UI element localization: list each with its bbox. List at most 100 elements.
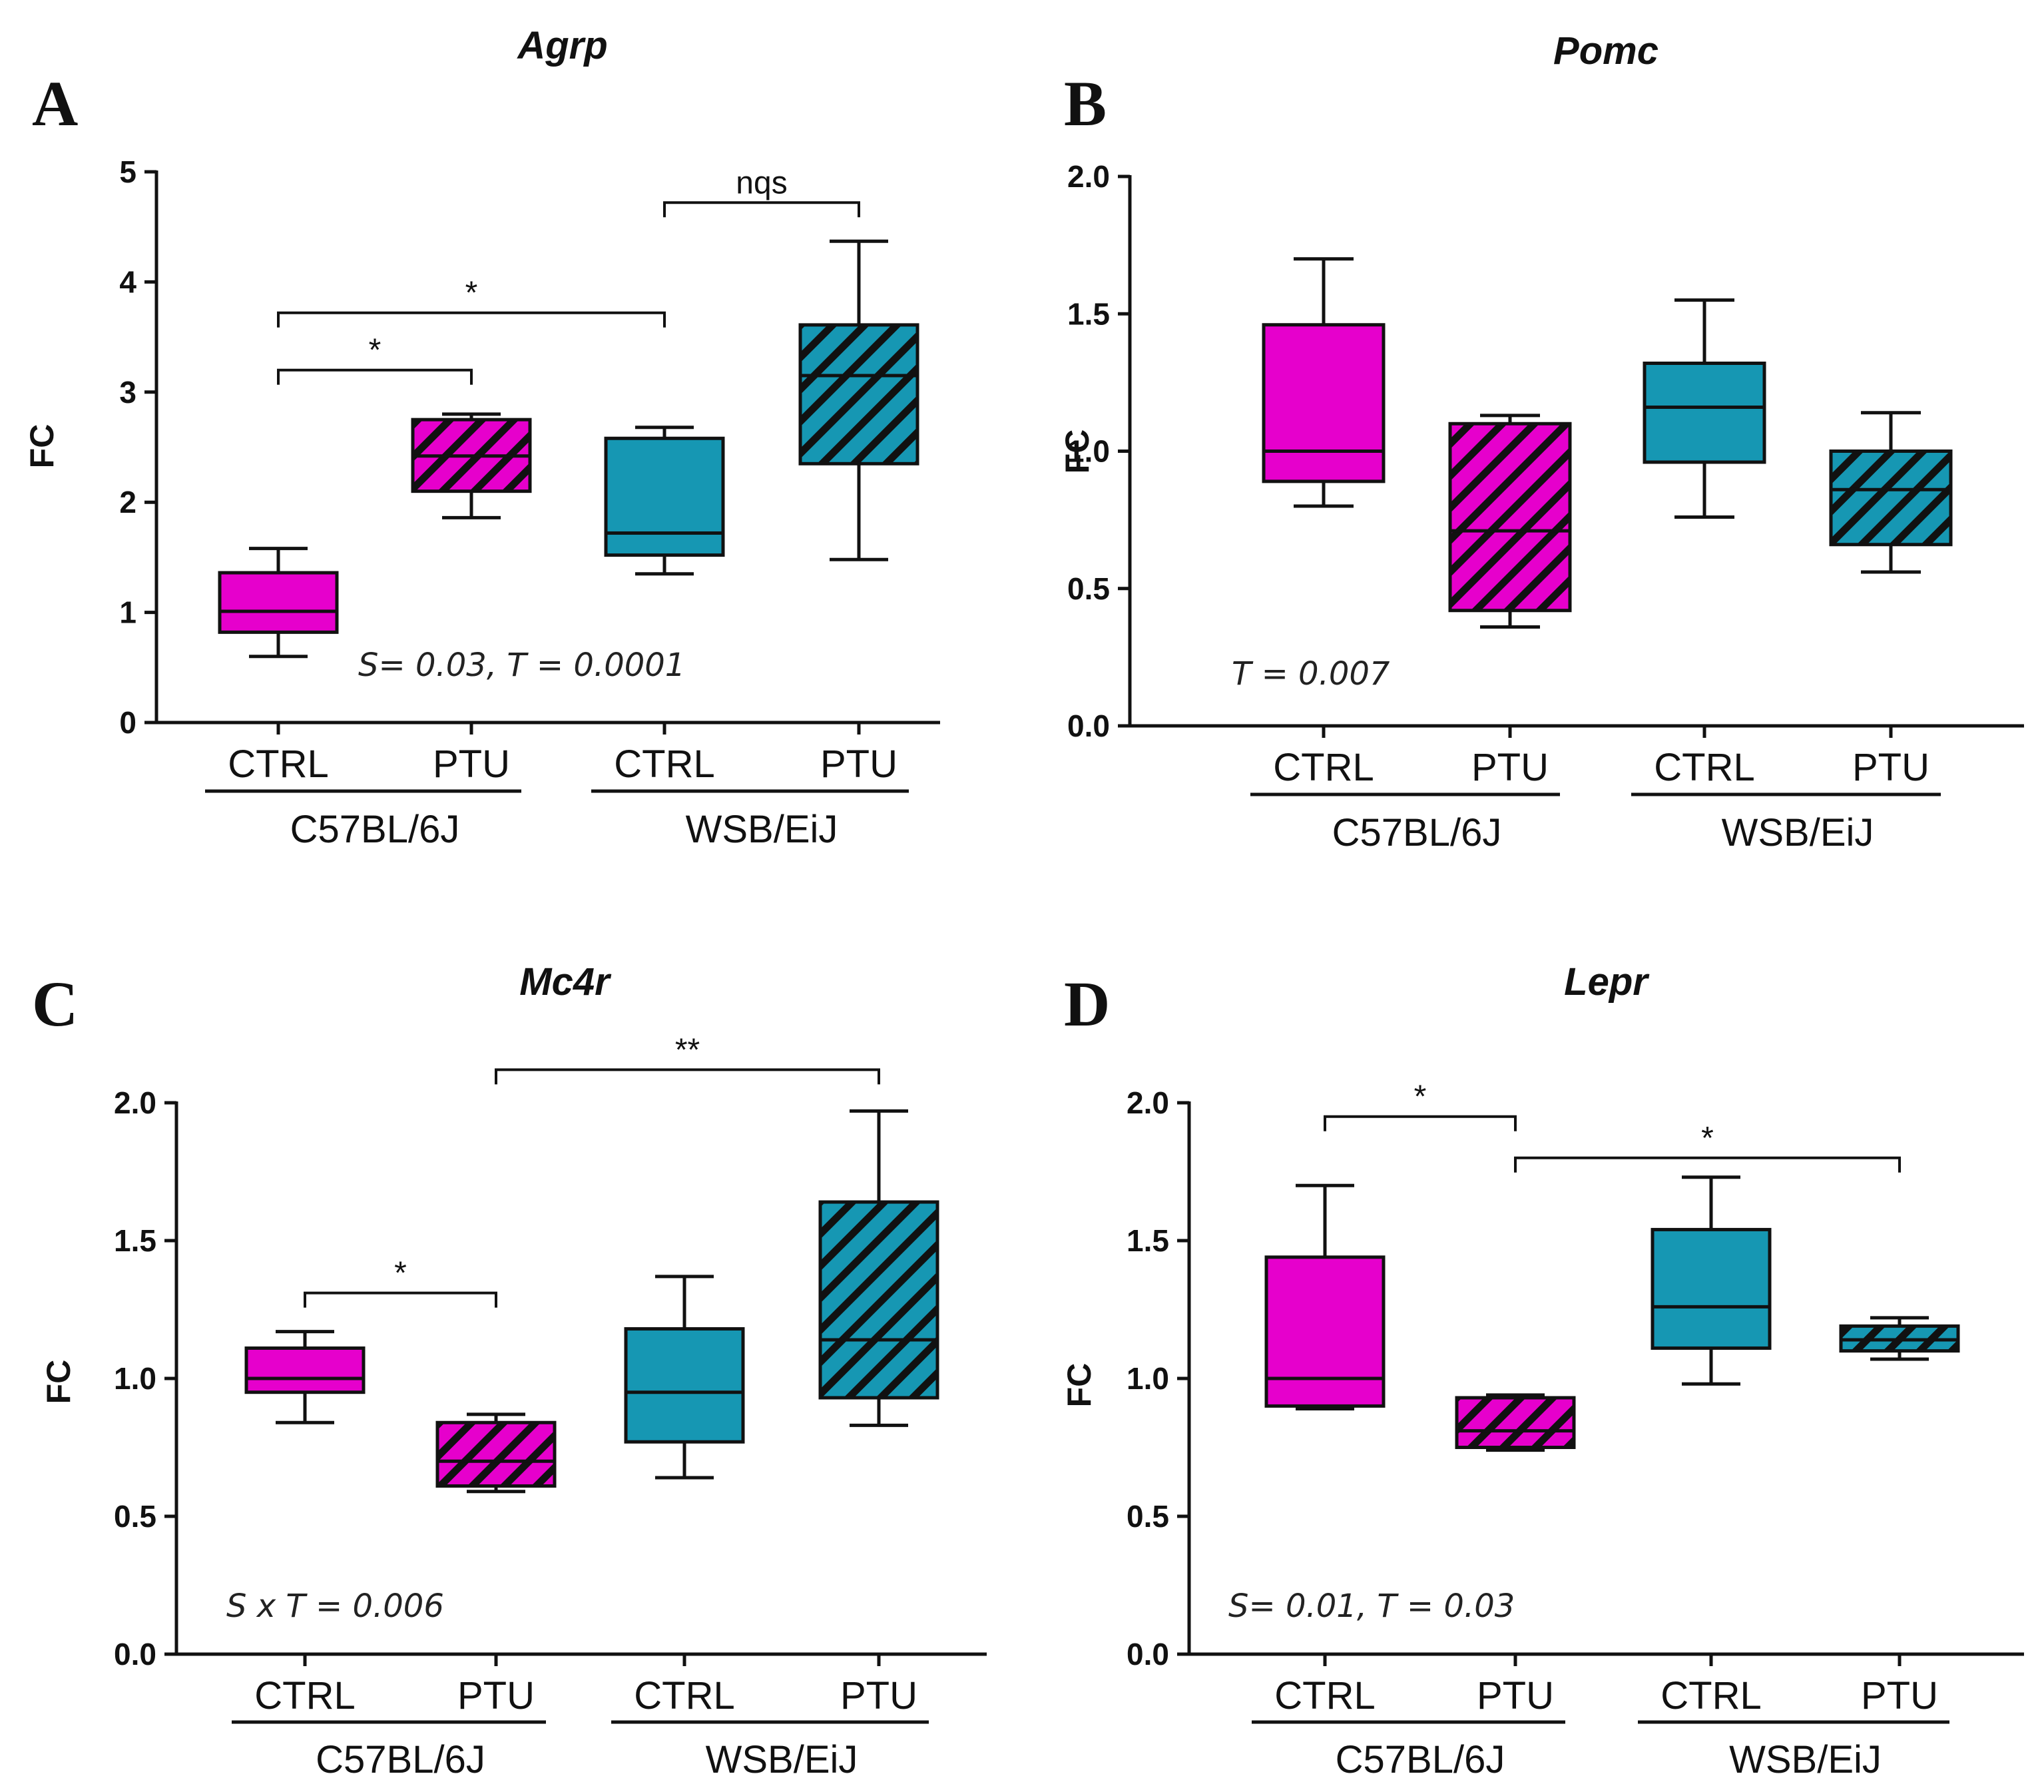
panel-letter: B — [1064, 68, 1107, 139]
y-tick-label: 0.0 — [114, 1637, 156, 1671]
category-label: CTRL — [228, 743, 328, 786]
box-body — [1262, 323, 1386, 483]
box-body — [1643, 362, 1766, 464]
box-2 — [435, 1412, 557, 1494]
significance-bracket: * — [304, 1256, 497, 1308]
box-body — [1829, 449, 1953, 547]
box-4 — [798, 239, 919, 561]
y-tick-label: 0.0 — [1127, 1637, 1169, 1671]
box-3 — [624, 1275, 745, 1480]
bracket-line — [277, 311, 666, 328]
category-label: CTRL — [254, 1674, 355, 1717]
y-tick-label: 1.5 — [1127, 1223, 1169, 1258]
stats-annotation: S x T = 0.006 — [226, 1588, 444, 1625]
significance-label: * — [1701, 1121, 1714, 1156]
chart-title: Mc4r — [519, 960, 612, 1004]
box-body — [1651, 1227, 1772, 1350]
box-4 — [1829, 411, 1953, 574]
box-3 — [1651, 1175, 1772, 1386]
box-1 — [218, 547, 339, 659]
significance-label: * — [1414, 1079, 1427, 1115]
group-label: WSB/EiJ — [706, 1738, 858, 1781]
significance-bracket: * — [1324, 1079, 1517, 1131]
category-label: CTRL — [1661, 1674, 1761, 1717]
significance-bracket: * — [277, 333, 473, 385]
category-label: CTRL — [1654, 746, 1754, 789]
box-2 — [411, 412, 532, 519]
category-label: CTRL — [1274, 1674, 1375, 1717]
box-body — [1455, 1396, 1576, 1449]
chart-title: Agrp — [516, 24, 607, 67]
bracket-line — [304, 1291, 497, 1308]
panel-a: A Agrp 0 1 2 3 4 5 FC * * nqs CTRL PTU CTRL PTU C57BL/6J… — [23, 24, 940, 851]
y-tick-label: 1.0 — [1127, 1361, 1169, 1396]
y-axis-label: FC — [1061, 1363, 1098, 1408]
box-body — [435, 1420, 557, 1488]
y-tick-label: 0.5 — [1127, 1499, 1169, 1534]
box-body — [1264, 1255, 1386, 1408]
box-2 — [1455, 1393, 1576, 1452]
y-tick-label: 5 — [119, 154, 136, 189]
box-1 — [244, 1330, 366, 1424]
group-label: WSB/EiJ — [1722, 811, 1874, 854]
bracket-line — [1514, 1156, 1901, 1173]
box-body — [604, 436, 725, 557]
significance-label: nqs — [736, 165, 787, 200]
y-tick-label: 0.5 — [114, 1499, 156, 1534]
y-tick-label: 1.5 — [1067, 296, 1110, 331]
category-label: PTU — [820, 743, 897, 786]
box-1 — [1264, 1183, 1386, 1411]
panel-d: D Lepr 0.0 0.5 1.0 1.5 2.0 FC * * CTRL PTU CTRL PTU C5… — [1061, 960, 2024, 1781]
significance-label: * — [465, 276, 478, 311]
bracket-line — [1324, 1115, 1517, 1131]
panel-letter: C — [32, 968, 78, 1040]
significance-label: ** — [675, 1032, 700, 1067]
significance-bracket: nqs — [663, 165, 860, 218]
significance-label: * — [394, 1256, 407, 1291]
bracket-line — [495, 1068, 880, 1085]
y-tick-label: 2.0 — [1127, 1085, 1169, 1120]
chart-title: Lepr — [1564, 960, 1650, 1004]
box-body — [218, 571, 339, 634]
stats-annotation: T = 0.007 — [1232, 655, 1390, 693]
y-axis-label: FC — [23, 424, 61, 469]
y-tick-label: 1.0 — [1067, 434, 1110, 469]
category-label: PTU — [433, 743, 510, 786]
category-label: PTU — [1471, 746, 1549, 789]
box-body — [244, 1346, 366, 1394]
significance-bracket: ** — [495, 1032, 880, 1085]
box-3 — [604, 426, 725, 576]
category-label: PTU — [840, 1674, 917, 1717]
y-tick-label: 0 — [119, 705, 136, 740]
panel-b: B Pomc 0.0 0.5 1.0 1.5 2.0 FC CTRL PTU CTRL PTU C57B… — [1059, 29, 2024, 854]
box-2 — [1448, 414, 1572, 629]
group-label: WSB/EiJ — [686, 808, 838, 851]
bracket-line — [663, 201, 860, 218]
category-label: CTRL — [614, 743, 714, 786]
group-label: C57BL/6J — [1332, 811, 1502, 854]
significance-bracket: * — [1514, 1121, 1901, 1173]
category-label: CTRL — [1273, 746, 1374, 789]
group-label: WSB/EiJ — [1729, 1738, 1882, 1781]
y-axis-label: FC — [40, 1360, 77, 1404]
box-4 — [818, 1109, 939, 1427]
box-1 — [1262, 257, 1386, 508]
box-body — [1448, 422, 1572, 613]
y-tick-label: 2 — [119, 485, 136, 519]
bracket-line — [277, 368, 473, 385]
box-body — [798, 323, 919, 465]
y-tick-label: 2.0 — [114, 1085, 156, 1120]
y-tick-label: 1 — [119, 595, 136, 630]
group-label: C57BL/6J — [316, 1738, 485, 1781]
y-tick-label: 4 — [119, 264, 136, 299]
group-label: C57BL/6J — [1336, 1738, 1505, 1781]
box-4 — [1839, 1316, 1960, 1361]
category-label: PTU — [457, 1674, 535, 1717]
chart-title: Pomc — [1553, 29, 1659, 73]
y-tick-label: 0.5 — [1067, 571, 1110, 606]
box-3 — [1643, 298, 1766, 519]
y-tick-label: 3 — [119, 375, 136, 410]
box-body — [818, 1200, 939, 1400]
